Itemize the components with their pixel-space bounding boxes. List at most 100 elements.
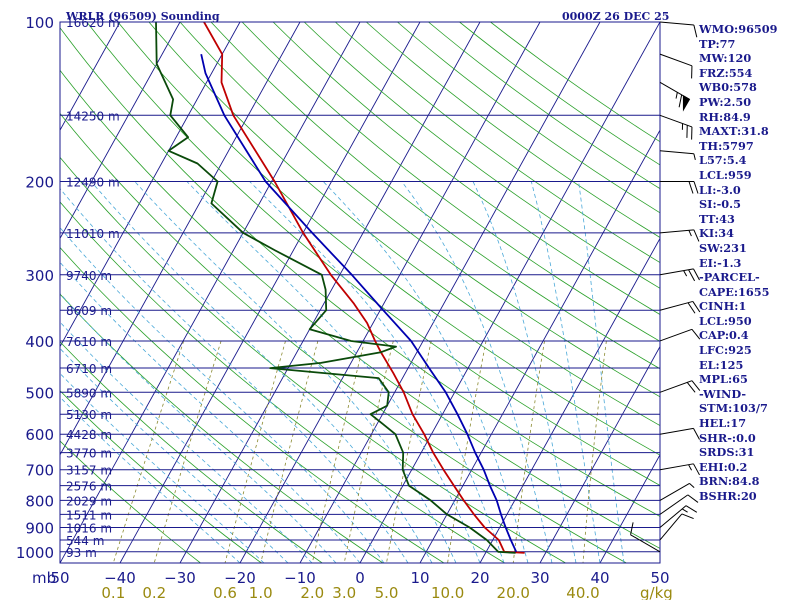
wind-barb-staff (659, 513, 683, 541)
wind-barb-staff (659, 427, 694, 435)
dry-adiabat-line (60, 390, 262, 563)
isotherm-line (239, 22, 541, 563)
mixing-ratio-line (343, 340, 394, 563)
moist-adiabat-line (60, 292, 337, 563)
dry-adiabat-line (60, 27, 660, 517)
mixing-ratio-label: 20.0 (497, 584, 530, 600)
pressure-label: 500 (25, 384, 54, 402)
wind-barb-half-feather (688, 464, 693, 471)
wind-barb-staff (659, 21, 694, 26)
index-item: CAPE:1655 (699, 284, 770, 299)
wind-barb-feather (688, 181, 694, 194)
wind-barb-staff (659, 53, 693, 67)
wind-barb (630, 522, 661, 553)
index-item: BSHR:20 (699, 489, 757, 503)
index-item: SI:-0.5 (699, 197, 741, 212)
height-label: 544 m (66, 534, 104, 548)
dry-adiabat-line (459, 22, 660, 166)
wind-barb-staff (659, 483, 690, 501)
moist-adiabat-line (134, 181, 457, 563)
isotherm-line (60, 22, 181, 240)
mixing-ratio-line (386, 340, 432, 563)
index-item: LCL:950 (699, 313, 752, 328)
wind-barb-staff (659, 328, 693, 342)
index-item: SHR-:0.0 (699, 430, 756, 445)
wind-barb-half-feather (688, 230, 692, 237)
chart-datetime: 0000Z 26 DEC 25 (562, 10, 669, 23)
wind-barb (659, 114, 693, 140)
pressure-label: 200 (25, 173, 54, 191)
mixing-ratio-line (447, 340, 487, 563)
mixing-ratio-line (224, 340, 286, 563)
dry-adiabat-line (303, 22, 660, 289)
wind-barb-flag (682, 94, 691, 112)
moist-adiabat-line (578, 181, 625, 563)
wind-barb-half-feather (675, 92, 678, 99)
isotherm-line (60, 22, 121, 132)
moist-adiabat-line (472, 181, 577, 563)
wind-barb (659, 268, 700, 282)
dry-adiabat-line (60, 201, 505, 563)
wind-barb-staff (659, 463, 694, 471)
wind-barb (659, 494, 699, 515)
isotherm-line (179, 22, 481, 563)
index-item: STM:103/7 (699, 401, 768, 416)
height-label: 5890 m (66, 386, 112, 400)
isotherm-line (599, 453, 660, 563)
temperature-trace (203, 22, 525, 554)
temperature-tick-label: 20 (470, 569, 489, 587)
wind-barb-feather (693, 463, 700, 476)
wind-barb (659, 229, 700, 242)
pressure-label: 400 (25, 333, 54, 351)
height-label: 3157 m (66, 464, 112, 478)
wind-barb (659, 328, 701, 342)
mixing-ratio-label: 3.0 (332, 584, 356, 600)
wind-barb-staff (659, 114, 693, 128)
dry-adiabat-line (117, 22, 660, 456)
height-label: 8609 m (66, 304, 112, 318)
pressure-label: 900 (25, 520, 54, 538)
dry-adiabat-line (179, 22, 660, 398)
height-label: 4428 m (66, 428, 112, 442)
pressure-label: 800 (25, 492, 54, 510)
moist-adiabat-line (60, 372, 265, 563)
height-label: 14250 m (66, 109, 120, 123)
moist-adiabat-line (249, 181, 505, 563)
mixing-ratio-label: 5.0 (375, 584, 399, 600)
temperature-tick-label: −10 (284, 569, 316, 587)
index-item: TT:43 (699, 211, 735, 226)
index-item: -PARCEL- (699, 270, 760, 285)
mixing-ratio-line (112, 340, 185, 563)
wind-barb (659, 300, 701, 314)
mixing-ratio-line (512, 340, 545, 563)
wind-barb-staff (659, 229, 694, 234)
wind-barb-staff (659, 268, 694, 276)
moist-adiabat-line (530, 181, 601, 563)
mixing-ratio-line (582, 340, 607, 563)
moist-adiabat-line (60, 227, 385, 563)
height-label: 16620 m (66, 16, 120, 30)
index-item: CAP:0.4 (699, 328, 749, 343)
index-item: MAXT:31.8 (699, 124, 769, 139)
temperature-tick-label: 0 (355, 569, 365, 587)
moist-adiabat-line (186, 181, 481, 563)
dry-adiabat-line (210, 22, 660, 370)
index-item: RH:84.9 (699, 109, 751, 124)
mixing-ratio-label: 1.0 (249, 584, 273, 600)
dry-adiabat-line (60, 246, 445, 563)
mixing-ratio-label: 0.1 (101, 584, 125, 600)
temperature-tick-label: −30 (164, 569, 196, 587)
index-item: PW:2.50 (699, 94, 752, 109)
height-label: 7610 m (66, 335, 112, 349)
height-label: 3770 m (66, 447, 112, 461)
index-item: EL:125 (699, 357, 744, 372)
index-item: TH:5797 (699, 138, 754, 153)
plot-frame (59, 21, 661, 564)
index-item: -WIND- (699, 386, 747, 401)
dry-adiabat-line (397, 22, 660, 214)
temperature-tick-label: 30 (530, 569, 549, 587)
wind-barb (659, 380, 701, 393)
moist-adiabat-line (60, 347, 289, 563)
isotherm-line (60, 22, 61, 23)
mixing-ratio-label: 0.6 (213, 584, 237, 600)
